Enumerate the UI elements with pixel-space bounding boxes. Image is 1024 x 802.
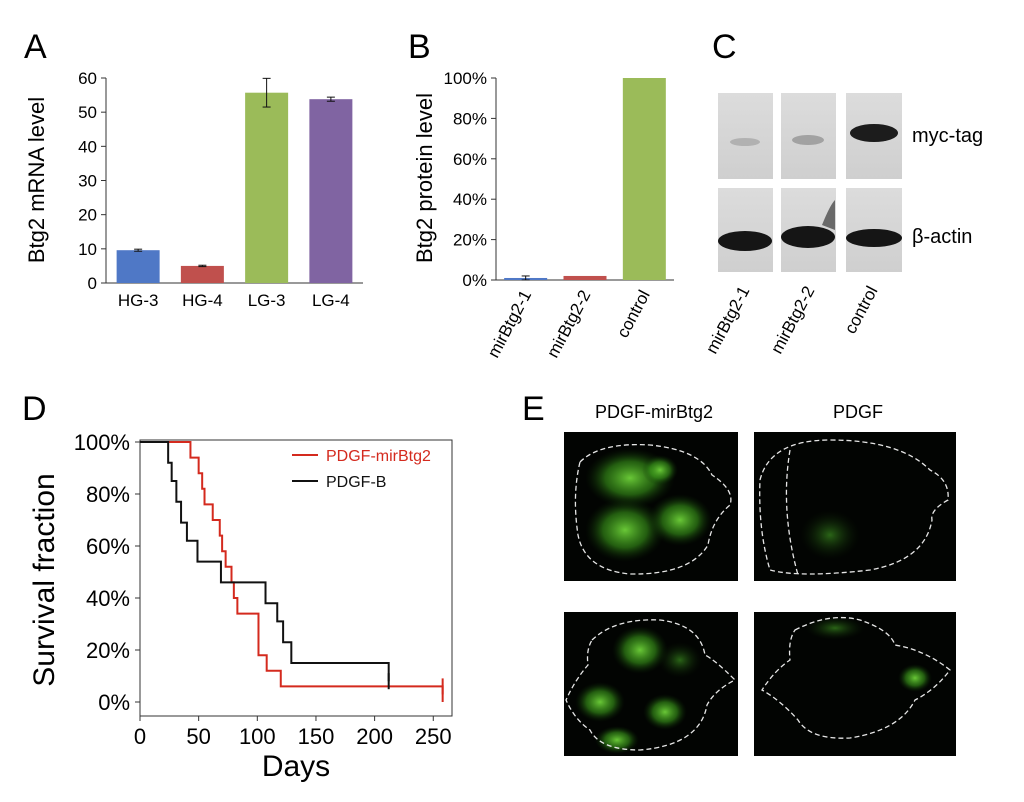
western-blot: myc-tag β-actin mirBtg2-1 mirBtg2-2 cont… [702, 93, 983, 357]
bar [563, 275, 607, 280]
brain-image-pdgf-2 [754, 612, 956, 756]
band-myc-lane2 [792, 135, 824, 145]
x-tick-label: control [613, 287, 654, 341]
y-tick-label: 40 [78, 137, 97, 156]
x-tick-label: LG-3 [248, 291, 286, 310]
band-label-myc-tag: myc-tag [912, 125, 983, 147]
panel-label-a: A [24, 28, 47, 66]
y-tick-label: 0% [462, 271, 487, 290]
x-tick-label: mirBtg2-1 [484, 287, 535, 361]
survival-curve-pdgf-mirbtg2 [140, 441, 444, 702]
bar [622, 78, 666, 280]
chart-a-mrna-bars: 0 10 20 30 40 50 60 HG-3 HG-4 LG-3 LG-4 Btg2 mRNA l… [24, 69, 363, 310]
fluorescence-panel: PDGF-mirBtg2 PDGF [564, 402, 956, 756]
bar [309, 99, 353, 283]
panel-label-d: D [22, 390, 47, 428]
y-tick-label: 60 [78, 69, 97, 88]
y-tick-label: 20 [78, 206, 97, 225]
blot-tile-myc-lane1 [718, 93, 773, 179]
chart-d-survival-curves: 0% 20% 40% 60% 80% 100% 0 50 100 150 200 250 PDGF-mi… [28, 430, 453, 783]
x-tick-label: 50 [186, 724, 210, 749]
chart-b-protein-bars: 0% 20% 40% 60% 80% 100% mirBtg2-1 mirBtg2-2 cont… [412, 69, 674, 361]
y-tick-label: 60% [453, 150, 487, 169]
blot-tile-actin-lane1 [718, 188, 773, 272]
y-tick-label: 80% [453, 109, 487, 128]
brain-image-mirbtg2-1 [564, 432, 738, 581]
brain-image-pdgf-1 [754, 432, 956, 581]
y-tick-label: 80% [86, 482, 130, 507]
band-myc-lane1 [730, 138, 760, 146]
blot-smear [822, 200, 835, 230]
brain-image-mirbtg2-2 [564, 612, 738, 756]
blot-lane-label-2: mirBtg2-2 [767, 283, 818, 357]
y-tick-label: 100% [444, 69, 487, 88]
imaging-column-title-2: PDGF [833, 402, 883, 422]
y-tick-label: 40% [86, 586, 130, 611]
legend-label: PDGF-mirBtg2 [326, 448, 431, 465]
bar [116, 250, 160, 283]
imaging-column-title-1: PDGF-mirBtg2 [595, 402, 713, 422]
band-actin-lane1 [718, 231, 772, 251]
panel-label-b: B [408, 28, 431, 66]
x-tick-label: 150 [298, 724, 335, 749]
x-tick-label: HG-3 [118, 291, 159, 310]
x-tick-label: mirBtg2-2 [543, 287, 594, 361]
bar [180, 265, 224, 283]
x-tick-label: 100 [239, 724, 276, 749]
band-actin-lane2 [781, 226, 835, 248]
band-actin-lane3 [846, 229, 902, 247]
band-label-beta-actin: β-actin [912, 226, 972, 248]
y-tick-label: 20% [86, 638, 130, 663]
survival-curve-pdgf-b [140, 441, 390, 682]
legend-label: PDGF-B [326, 474, 386, 491]
bar [245, 92, 289, 283]
y-tick-label: 0% [98, 690, 130, 715]
y-axis-label: Survival fraction [28, 473, 61, 686]
y-tick-label: 100% [74, 430, 130, 455]
x-tick-label: 0 [134, 724, 146, 749]
y-tick-label: 20% [453, 231, 487, 250]
y-axis-label: Btg2 mRNA level [24, 97, 49, 263]
y-tick-label: 50 [78, 103, 97, 122]
x-tick-label: 250 [415, 724, 452, 749]
y-axis-label: Btg2 protein level [412, 93, 437, 263]
y-tick-label: 0 [88, 274, 97, 293]
y-tick-label: 10 [78, 240, 97, 259]
x-tick-label: LG-4 [312, 291, 350, 310]
plot-frame [139, 439, 453, 717]
y-tick-label: 60% [86, 534, 130, 559]
x-tick-label: 200 [356, 724, 393, 749]
band-myc-lane3 [850, 124, 898, 142]
y-tick-label: 30 [78, 172, 97, 191]
panel-label-c: C [712, 28, 737, 66]
blot-lane-label-1: mirBtg2-1 [702, 283, 753, 357]
blot-lane-label-3: control [841, 283, 882, 337]
y-tick-label: 40% [453, 190, 487, 209]
x-tick-label: HG-4 [182, 291, 223, 310]
x-axis-label: Days [262, 750, 330, 783]
panel-label-e: E [522, 390, 545, 428]
